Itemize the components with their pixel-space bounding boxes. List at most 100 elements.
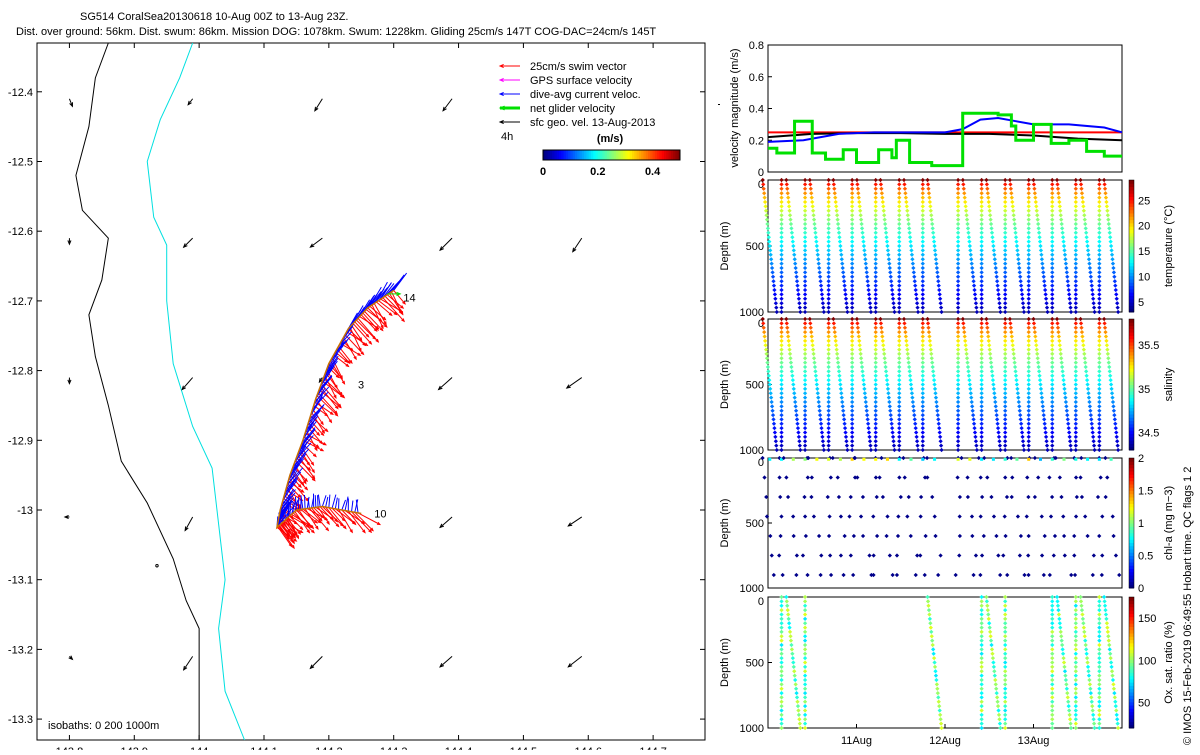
profile-cbar-cell xyxy=(1129,266,1134,270)
profile-cbar-cell xyxy=(1129,391,1134,395)
profile-cbar-cell xyxy=(1129,263,1134,267)
profile-cbar-cell xyxy=(1129,332,1134,336)
map-xtick-label: 144.5 xyxy=(510,746,538,750)
profile-point-surface xyxy=(792,458,795,461)
profile-cbar-cell xyxy=(1129,210,1134,214)
profile-cbar-cell xyxy=(1129,276,1134,280)
velocity-ytick-label: 0 xyxy=(758,167,764,179)
profile-point-surface xyxy=(1074,458,1077,461)
profile-cbar-cell xyxy=(1129,342,1134,346)
profile-point-surface xyxy=(815,458,818,461)
profile-cbar-cell xyxy=(1129,197,1134,201)
profile-cbar-cell xyxy=(1129,530,1134,534)
profile-cbar-cell xyxy=(1129,272,1134,276)
profile-cbar-cell xyxy=(1129,672,1134,676)
profile-cbar-cell xyxy=(1129,282,1134,286)
profile-point-surface xyxy=(1015,458,1018,461)
profile-cbar-cell xyxy=(1129,427,1134,431)
profile-cbar-cell xyxy=(1129,471,1134,475)
profile-cbar-cell xyxy=(1129,526,1134,530)
profile-cbar-tick: 150 xyxy=(1138,613,1156,625)
profile-cbar-cell xyxy=(1129,216,1134,220)
profile-cbar-cell xyxy=(1129,513,1134,517)
profile-cbar-cell xyxy=(1129,562,1134,566)
profile-cbar-cell xyxy=(1129,520,1134,524)
profile-cbar-cell xyxy=(1129,352,1134,356)
footer-note: © IMOS 15-Feb-2019 06:49:55 Hobart time.… xyxy=(1182,467,1194,745)
profile-cbar-cell xyxy=(1129,504,1134,508)
map-ytick-label: -12.4 xyxy=(8,87,33,99)
profile-cbar-cell xyxy=(1129,348,1134,352)
map-xtick-label: 144.1 xyxy=(250,746,278,750)
map-xtick-label: 144 xyxy=(190,746,208,750)
profile-ylabel: Depth (m) xyxy=(719,222,731,271)
profile-cbar-cell xyxy=(1129,200,1134,204)
profile-cbar-cell xyxy=(1129,478,1134,482)
profile-frame xyxy=(768,597,1122,728)
profile-point xyxy=(763,343,767,347)
profile-cbar-cell xyxy=(1129,494,1134,498)
profile-cbar-label: temperature (°C) xyxy=(1163,205,1175,287)
profile-cbar-cell xyxy=(1129,481,1134,485)
map-ytick-label: -12.5 xyxy=(8,156,33,168)
profile-cbar-cell xyxy=(1129,468,1134,472)
profile-cbar-cell xyxy=(1129,539,1134,543)
velocity-tiny-mark xyxy=(718,104,720,105)
profile-point-surface xyxy=(1098,458,1101,461)
profile-cbar-cell xyxy=(1129,715,1134,719)
map-ytick-label: -12.8 xyxy=(8,366,33,378)
profile-point-surface xyxy=(827,458,830,461)
profile-cbar-cell xyxy=(1129,424,1134,428)
profile-cbar-cell xyxy=(1129,546,1134,550)
profile-cbar-cell xyxy=(1129,368,1134,372)
profile-cbar-cell xyxy=(1129,190,1134,194)
profile-cbar-cell xyxy=(1129,656,1134,660)
profile-ytick-label: 1000 xyxy=(740,445,764,457)
map-ytick-label: -13 xyxy=(17,505,33,517)
profile-cbar-cell xyxy=(1129,721,1134,725)
dac-vector xyxy=(305,495,306,509)
profile-cbar-cell xyxy=(1129,289,1134,293)
velocity-ytick-label: 0.4 xyxy=(749,104,764,116)
figure-title: SG514 CoralSea20130618 10-Aug 00Z to 13-… xyxy=(80,11,348,23)
profile-cbar-cell xyxy=(1129,517,1134,521)
profile-cbar-tick: 1.5 xyxy=(1138,486,1153,498)
profile-cbar-cell xyxy=(1129,659,1134,663)
profile-ytick-label: 500 xyxy=(746,380,764,392)
map-xtick-label: 144.7 xyxy=(639,746,667,750)
profile-cbar-cell xyxy=(1129,430,1134,434)
profile-cbar-tick: 10 xyxy=(1138,271,1150,283)
profile-cbar-tick: 5 xyxy=(1138,297,1144,309)
profile-point-surface xyxy=(898,458,901,461)
profile-cbar-cell xyxy=(1129,461,1134,465)
profile-cbar-tick: 25 xyxy=(1138,195,1150,207)
profile-cbar-cell xyxy=(1129,626,1134,630)
profile-cbar-cell xyxy=(1129,253,1134,257)
profile-point xyxy=(762,191,766,195)
profile-cbar-cell xyxy=(1129,500,1134,504)
profile-cbar-cell xyxy=(1129,443,1134,447)
profile-cbar-cell xyxy=(1129,329,1134,333)
profile-cbar-cell xyxy=(1129,220,1134,224)
profile-cbar-cell xyxy=(1129,322,1134,326)
legend-item-3: net glider velocity xyxy=(530,103,615,115)
profile-cbar-cell xyxy=(1129,385,1134,389)
profile-cbar-cell xyxy=(1129,319,1134,323)
profile-cbar-tick: 15 xyxy=(1138,246,1150,258)
profile-cbar-cell xyxy=(1129,279,1134,283)
dac-vector xyxy=(290,503,291,516)
profile-cbar-tick: 35.5 xyxy=(1138,340,1159,352)
profile-cbar-cell xyxy=(1129,487,1134,491)
profile-cbar-cell xyxy=(1129,640,1134,644)
profile-xtick-label: 11Aug xyxy=(841,735,872,747)
profile-cbar-cell xyxy=(1129,223,1134,227)
profile-cbar-cell xyxy=(1129,510,1134,514)
map-xtick-label: 144.6 xyxy=(574,746,602,750)
profile-cbar-cell xyxy=(1129,233,1134,237)
profile-point-surface xyxy=(1051,458,1054,461)
profile-cbar-cell xyxy=(1129,269,1134,273)
profile-point xyxy=(763,334,767,338)
profile-cbar-tick: 34.5 xyxy=(1138,428,1159,440)
